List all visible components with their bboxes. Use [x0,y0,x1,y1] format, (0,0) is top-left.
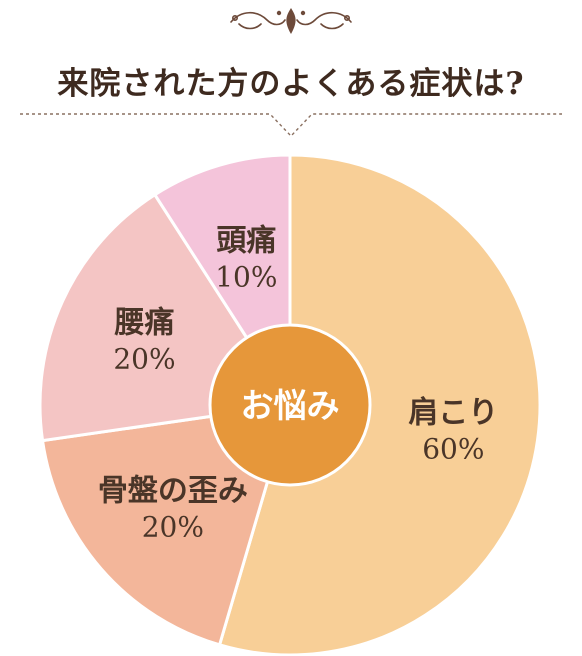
center-label: お悩み [241,386,340,425]
slice-label-lower-back: 腰痛 [114,306,174,341]
slice-value-shoulder: 60% [422,432,484,465]
slice-value-pelvis: 20% [142,511,204,544]
center-disc [208,323,372,487]
pie-slice-pelvis [40,403,293,647]
slice-label-pelvis: 骨盤の歪み [98,474,248,509]
slice-label-shoulder: 肩こり [408,395,498,430]
decorative-flourish-icon [230,8,352,34]
slice-label-headache: 頭痛 [216,223,276,258]
slice-value-headache: 10% [215,260,277,293]
page-title: 来院された方のよくある症状は? [57,66,525,102]
slice-value-lower-back: 20% [113,343,175,376]
pie-slice-shoulder [217,153,542,656]
